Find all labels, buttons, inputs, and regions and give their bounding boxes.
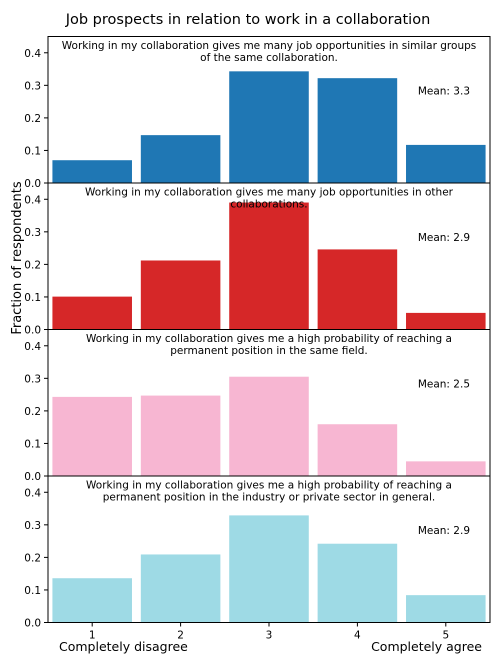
x-label-right: Completely agree: [371, 639, 482, 654]
y-tick-label: 0.2: [24, 259, 41, 271]
bar: [406, 461, 486, 476]
y-tick-label: 0.3: [24, 520, 41, 532]
x-tick-label: 2: [177, 630, 184, 642]
y-tick-label: 0.4: [24, 341, 41, 353]
mean-label: Mean: 2.9: [418, 525, 470, 537]
x-tick-label: 1: [89, 630, 96, 642]
panel-3: 0.0 0.1 0.2 0.3 0.4 Working in my collaborati…: [24, 329, 491, 483]
panel-subtitle: permanent position in the same field.: [170, 345, 367, 357]
bar: [140, 395, 221, 476]
y-tick-label: 0.1: [24, 585, 41, 597]
x-tick-label: 3: [266, 630, 273, 642]
y-tick-label: 0.1: [24, 292, 41, 304]
y-tick-label: 0.1: [24, 145, 41, 157]
y-axis-label: Fraction of respondents: [10, 181, 25, 335]
bar: [317, 543, 398, 623]
bar: [317, 424, 398, 476]
bar: [140, 554, 221, 623]
bar: [406, 144, 486, 183]
mean-label: Mean: 2.5: [418, 379, 470, 391]
bar: [52, 296, 132, 330]
x-tick-label: 5: [442, 630, 449, 642]
panel-subtitle: Working in my collaboration gives me a h…: [86, 480, 452, 492]
y-tick-label: 0.1: [24, 438, 41, 450]
panel-2: 0.0 0.1 0.2 0.3 0.4 Working in my collaborati…: [24, 182, 491, 337]
y-tick-label: 0.0: [24, 471, 41, 483]
x-label-left: Completely disagree: [59, 639, 188, 654]
x-tick-label: 4: [354, 630, 361, 642]
panel-subtitle: Working in my collaboration gives me man…: [62, 40, 476, 52]
panel-subtitle: permanent position in the industry or pr…: [103, 492, 436, 504]
y-tick-label: 0.2: [24, 113, 41, 125]
panels: 0.0 0.1 0.2 0.3 0.4 Working in my collaborati…: [24, 36, 491, 642]
bar: [317, 78, 398, 183]
y-tick-label: 0.4: [24, 194, 41, 206]
y-tick-label: 0.3: [24, 227, 41, 239]
bar: [52, 160, 132, 183]
y-tick-label: 0.4: [24, 48, 41, 60]
bar: [229, 71, 309, 183]
figure-title: Job prospects in relation to work in a c…: [65, 12, 431, 28]
bar: [406, 595, 486, 623]
y-tick-label: 0.3: [24, 80, 41, 92]
bar: [140, 260, 221, 330]
panel-subtitle: Working in my collaboration gives me man…: [85, 187, 454, 199]
y-tick-label: 0.2: [24, 552, 41, 564]
y-tick-label: 0.0: [24, 618, 41, 630]
mean-label: Mean: 3.3: [418, 86, 470, 98]
bar: [52, 396, 132, 476]
bar: [229, 515, 309, 623]
bar: [406, 312, 486, 330]
bar: [140, 135, 221, 183]
y-tick-label: 0.3: [24, 373, 41, 385]
bar: [52, 578, 132, 623]
bar: [229, 376, 309, 476]
y-tick-label: 0.4: [24, 487, 41, 499]
bar: [229, 202, 309, 330]
panel-subtitle: Working in my collaboration gives me a h…: [86, 333, 452, 345]
mean-label: Mean: 2.9: [418, 232, 470, 244]
panel-subtitle: of the same collaboration.: [200, 52, 338, 64]
y-tick-label: 0.2: [24, 406, 41, 418]
bar: [317, 249, 398, 330]
panel-1: 0.0 0.1 0.2 0.3 0.4 Working in my collaborati…: [24, 36, 491, 190]
y-tick-label: 0.0: [24, 325, 41, 337]
y-tick-label: 0.0: [24, 178, 41, 190]
panel-subtitle: collaborations.: [230, 199, 307, 211]
panel-4: 0.0 0.1 0.2 0.3 0.4 Working in my collaborati…: [24, 475, 491, 642]
